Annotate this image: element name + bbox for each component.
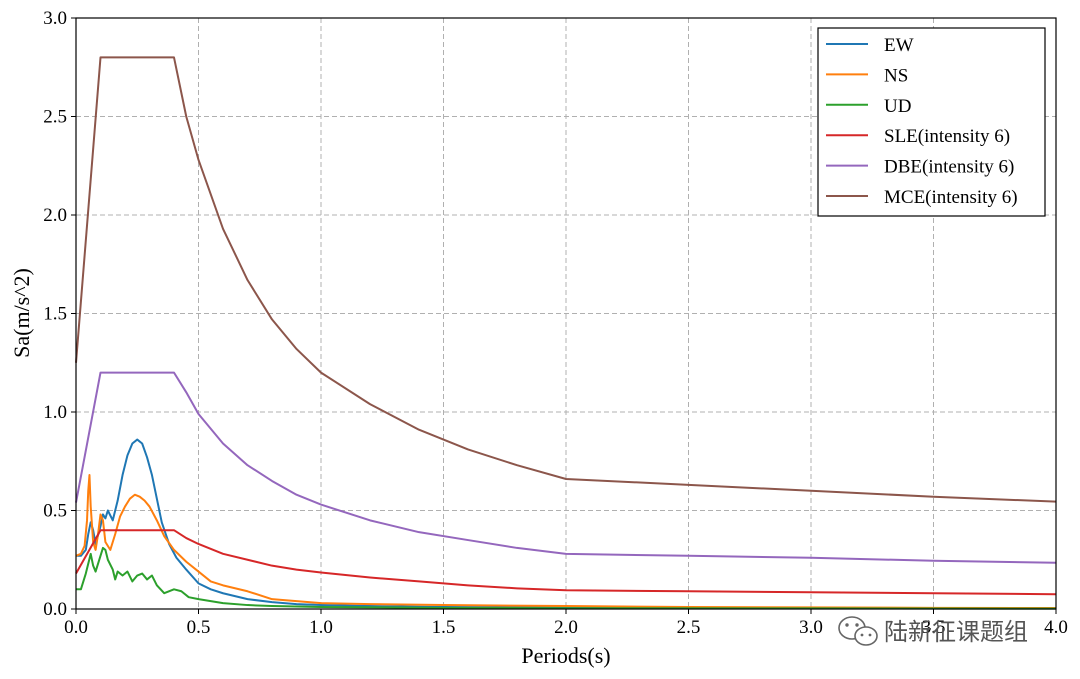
legend-label: EW [884, 35, 914, 56]
legend: EW NS UD SLE(intensity 6) DBE(intensity 6) MC… [817, 27, 1046, 217]
legend-label: DBE(intensity 6) [884, 157, 1014, 178]
series-line-sle-intensity-6 [75, 529, 1057, 596]
legend-label: SLE(intensity 6) [884, 126, 1010, 147]
y-axis-label: Sa(m/s^2) [9, 268, 34, 358]
x-tick-label: 0.5 [187, 617, 211, 638]
x-tick-label: 4.0 [1044, 617, 1068, 638]
x-tick-label: 1.0 [309, 617, 333, 638]
x-tick-label: 3.5 [922, 617, 946, 638]
x-tick-label: 2.5 [677, 617, 701, 638]
legend-label: UD [884, 96, 911, 117]
x-tick-label: 0.0 [64, 617, 88, 638]
x-axis-label: Periods(s) [521, 643, 610, 668]
x-tick-label: 3.0 [799, 617, 823, 638]
series-line-dbe-intensity-6 [75, 371, 1057, 564]
y-tick-label: 1.0 [43, 402, 67, 423]
x-tick-label: 1.5 [432, 617, 456, 638]
series-line-mce-intensity-6 [75, 56, 1057, 503]
series-line-ns [75, 474, 1057, 610]
legend-label: MCE(intensity 6) [884, 187, 1018, 208]
watermark-text: 陆新征课题组 [884, 618, 1028, 646]
x-tick-label: 2.0 [554, 617, 578, 638]
series-line-ud [76, 546, 1057, 610]
watermark: 陆新征课题组 [838, 616, 1028, 646]
y-tick-label: 2.5 [43, 107, 67, 128]
wechat-icon [838, 616, 878, 646]
series-lines [75, 56, 1057, 610]
legend-label: NS [884, 65, 908, 86]
y-tick-label: 1.5 [43, 304, 67, 325]
y-tick-label: 2.0 [43, 205, 67, 226]
axis-ticks: 0.0 0.5 1.0 1.5 2.0 2.5 3.0 3.5 4.0 0.0 0.5 1.0 1.5 2… [43, 8, 1068, 638]
y-tick-label: 0.0 [43, 599, 67, 620]
y-tick-label: 3.0 [43, 8, 67, 29]
legend-frame [817, 27, 1046, 217]
y-tick-label: 0.5 [43, 501, 67, 522]
